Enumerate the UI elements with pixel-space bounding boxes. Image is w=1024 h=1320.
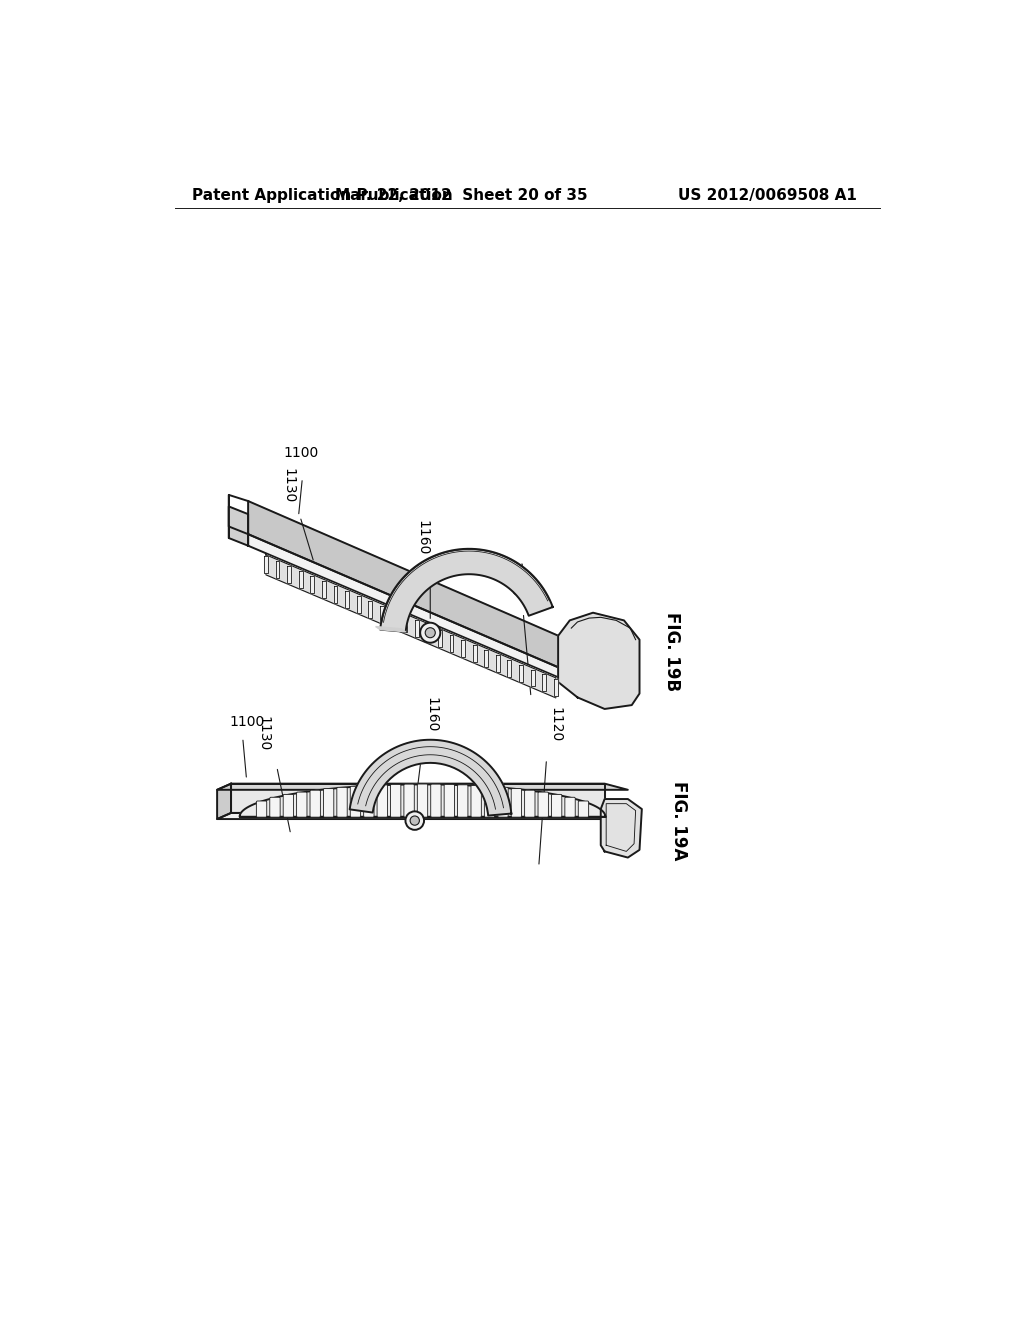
Polygon shape [508,660,511,677]
FancyBboxPatch shape [484,787,495,817]
Text: 1120: 1120 [549,706,563,742]
FancyBboxPatch shape [403,784,415,817]
FancyBboxPatch shape [552,795,562,817]
Polygon shape [519,664,523,681]
Polygon shape [543,675,546,692]
Polygon shape [380,606,384,623]
Polygon shape [287,566,291,583]
FancyBboxPatch shape [565,797,575,817]
FancyBboxPatch shape [458,785,468,817]
Polygon shape [484,649,488,667]
FancyBboxPatch shape [431,784,441,817]
Text: FIG. 19B: FIG. 19B [663,611,681,690]
FancyBboxPatch shape [579,801,589,817]
FancyBboxPatch shape [498,787,508,817]
Polygon shape [349,739,511,816]
Polygon shape [322,581,326,598]
FancyBboxPatch shape [297,792,307,817]
Circle shape [410,816,420,825]
Polygon shape [217,813,628,818]
FancyBboxPatch shape [284,795,294,817]
FancyBboxPatch shape [390,784,400,817]
Polygon shape [356,595,360,612]
Polygon shape [450,635,454,652]
Polygon shape [438,630,441,647]
FancyBboxPatch shape [324,788,334,817]
Polygon shape [558,612,640,709]
Text: 1120: 1120 [507,562,521,598]
FancyBboxPatch shape [269,797,281,817]
Text: 1160: 1160 [425,697,439,733]
Polygon shape [217,784,231,818]
Text: 1160: 1160 [416,520,429,554]
Polygon shape [248,502,562,669]
Circle shape [420,623,440,643]
Polygon shape [461,640,465,657]
Text: 1100: 1100 [229,715,265,729]
Polygon shape [554,680,558,697]
Polygon shape [299,572,303,587]
Polygon shape [264,556,268,573]
FancyBboxPatch shape [471,785,481,817]
Text: Mar. 22, 2012  Sheet 20 of 35: Mar. 22, 2012 Sheet 20 of 35 [335,187,588,203]
FancyBboxPatch shape [377,785,387,817]
Text: 1100: 1100 [283,446,318,459]
Polygon shape [496,655,500,672]
Polygon shape [369,601,373,618]
FancyBboxPatch shape [418,784,428,817]
Polygon shape [530,669,535,686]
FancyBboxPatch shape [310,791,321,817]
FancyBboxPatch shape [538,792,549,817]
FancyBboxPatch shape [256,801,266,817]
Polygon shape [240,784,605,817]
Polygon shape [217,784,628,789]
Text: Patent Application Publication: Patent Application Publication [193,187,453,203]
Polygon shape [231,784,604,813]
Polygon shape [334,586,338,603]
FancyBboxPatch shape [524,791,535,817]
FancyBboxPatch shape [337,787,347,817]
Polygon shape [248,535,562,678]
Polygon shape [601,799,642,858]
Polygon shape [310,576,314,593]
Circle shape [406,812,424,830]
Polygon shape [415,620,419,638]
FancyBboxPatch shape [511,788,521,817]
FancyBboxPatch shape [364,785,374,817]
Text: FIG. 19A: FIG. 19A [671,781,688,861]
FancyBboxPatch shape [444,784,455,817]
Polygon shape [473,645,476,661]
Polygon shape [380,549,553,632]
Polygon shape [376,627,406,632]
Polygon shape [228,507,248,545]
Polygon shape [275,561,280,578]
Polygon shape [266,554,556,698]
Text: 1130: 1130 [257,715,270,751]
Polygon shape [426,626,430,643]
Text: 1130: 1130 [282,469,296,503]
Polygon shape [391,610,395,627]
Polygon shape [345,591,349,607]
FancyBboxPatch shape [350,787,360,817]
Polygon shape [403,615,407,632]
Text: US 2012/0069508 A1: US 2012/0069508 A1 [678,187,856,203]
Circle shape [425,628,435,638]
